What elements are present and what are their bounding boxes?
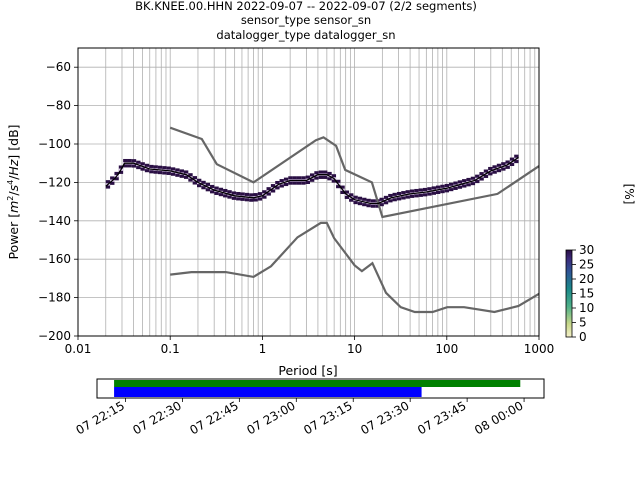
mean-curve (105, 156, 519, 205)
y-tick-label: −160 (38, 252, 71, 266)
timeline-tick-label: 07 22:15 (73, 398, 126, 437)
colorbar-tick-label: 10 (579, 301, 594, 315)
low-noise-model-line (170, 221, 540, 314)
timeline-bars (114, 380, 521, 397)
timeline-tick-label: 08 00:00 (472, 398, 525, 437)
title-line-3: datalogger_type datalogger_sn (216, 28, 395, 42)
x-tick-label: 10 (347, 342, 362, 356)
y-tick-label: −180 (38, 291, 71, 305)
timeline-tick-label: 07 23:45 (415, 398, 468, 437)
colorbar-tick-label: 30 (579, 243, 594, 257)
x-tick-label: 0.1 (161, 342, 180, 356)
timeline-panel: 07 22:15 07 22:30 07 22:45 07 23:00 07 23:15… (73, 378, 545, 437)
x-tick-label: 100 (435, 342, 458, 356)
title-line-2: sensor_type sensor_sn (241, 13, 371, 27)
timeline-bar-blue (114, 387, 422, 397)
timeline-tick-label: 07 22:30 (130, 398, 183, 437)
noise-models (169, 126, 540, 314)
high-noise-model-line (169, 126, 540, 219)
x-tick-label: 0.01 (65, 342, 92, 356)
y-tick-label: −80 (46, 99, 71, 113)
y-axis-label: Power [m2/s4/Hz] [dB] (6, 124, 21, 259)
x-axis-label: Period [s] (278, 363, 337, 378)
grid-lines (77, 48, 539, 337)
colorbar-tick-label: 15 (579, 287, 594, 301)
colorbar-gradient (565, 249, 573, 338)
timeline-tick-label: 07 23:30 (358, 398, 411, 437)
y-tick-label: −60 (46, 60, 71, 74)
colorbar-tick-label: 20 (579, 272, 594, 286)
mean-line (105, 156, 519, 205)
x-tick-label: 1 (259, 342, 267, 356)
plot-frame (77, 47, 540, 337)
colorbar-label: [%] (622, 184, 636, 205)
x-axis-ticks: 0.01 0.1 1 10 100 1000 (65, 336, 555, 356)
colorbar-tick-label: 25 (579, 258, 594, 272)
title-line-1: BK.KNEE.00.HHN 2022-09-07 -- 2022-09-07 … (135, 0, 477, 13)
colorbar-tick-label: 0 (579, 330, 587, 344)
timeline-bar-green (114, 380, 521, 387)
y-tick-label: −200 (38, 329, 71, 343)
y-tick-label: −100 (38, 137, 71, 151)
timeline-ticks: 07 22:15 07 22:30 07 22:45 07 23:00 07 23:15… (73, 398, 526, 437)
timeline-tick-label: 07 22:45 (187, 398, 240, 437)
colorbar-tick-label: 5 (579, 316, 587, 330)
ppsd-plot: 0.01 0.1 1 10 100 1000 −200 −180 −160 −140 −120 −1… (6, 47, 555, 378)
y-tick-label: −140 (38, 214, 71, 228)
plot-background (78, 48, 539, 336)
timeline-tick-label: 07 23:15 (301, 398, 354, 437)
x-tick-label: 1000 (524, 342, 555, 356)
y-tick-label: −120 (38, 175, 71, 189)
y-axis-ticks: −200 −180 −160 −140 −120 −100 −80 −60 (38, 60, 78, 343)
timeline-tick-label: 07 23:00 (244, 398, 297, 437)
